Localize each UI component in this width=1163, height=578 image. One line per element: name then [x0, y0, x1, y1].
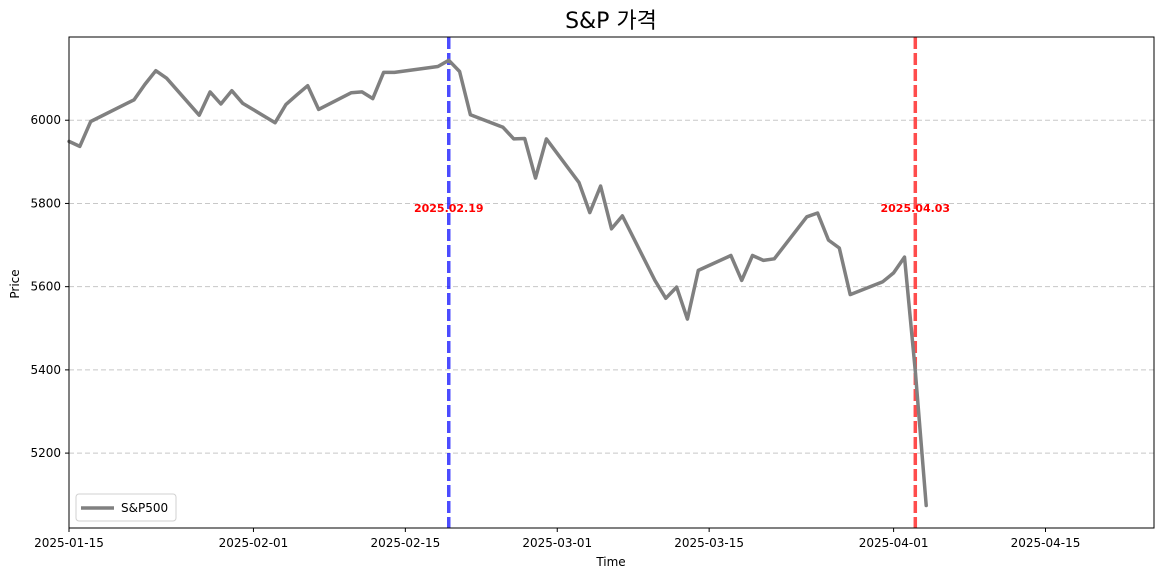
- x-tick-label: 2025-04-01: [859, 536, 929, 550]
- plot-frame: [68, 36, 1155, 529]
- x-tick-label: 2025-03-01: [522, 536, 592, 550]
- y-tick-label: 5200: [30, 446, 61, 460]
- y-tick-label: 5600: [30, 280, 61, 294]
- vertical-marker-label: 2025.04.03: [881, 202, 951, 215]
- x-axis-title: Time: [595, 555, 625, 569]
- legend-box: [75, 493, 177, 522]
- x-tick-label: 2025-04-15: [1011, 536, 1081, 550]
- legend: S&P500: [75, 493, 177, 522]
- x-tick-label: 2025-03-15: [674, 536, 744, 550]
- y-tick-label: 6000: [30, 113, 61, 127]
- chart-title: S&P 가격: [565, 9, 657, 34]
- series-layer: [67, 58, 928, 508]
- tick-layer: 5200 5400 5600 5800 6000 2025-01-15 2025-02-01…: [30, 113, 1080, 550]
- vline-layer: 2025.02.19 2025.04.03: [414, 37, 950, 528]
- y-tick-label: 5800: [30, 196, 61, 210]
- vertical-marker-label: 2025.02.19: [414, 202, 484, 215]
- x-tick-label: 2025-01-15: [34, 536, 104, 550]
- y-tick-label: 5400: [30, 363, 61, 377]
- y-axis-title: Price: [8, 269, 22, 298]
- legend-label: S&P500: [121, 501, 168, 515]
- x-tick-label: 2025-02-01: [219, 536, 289, 550]
- series-line: [67, 58, 928, 508]
- grid-layer: [69, 119, 1154, 454]
- x-tick-label: 2025-02-15: [370, 536, 440, 550]
